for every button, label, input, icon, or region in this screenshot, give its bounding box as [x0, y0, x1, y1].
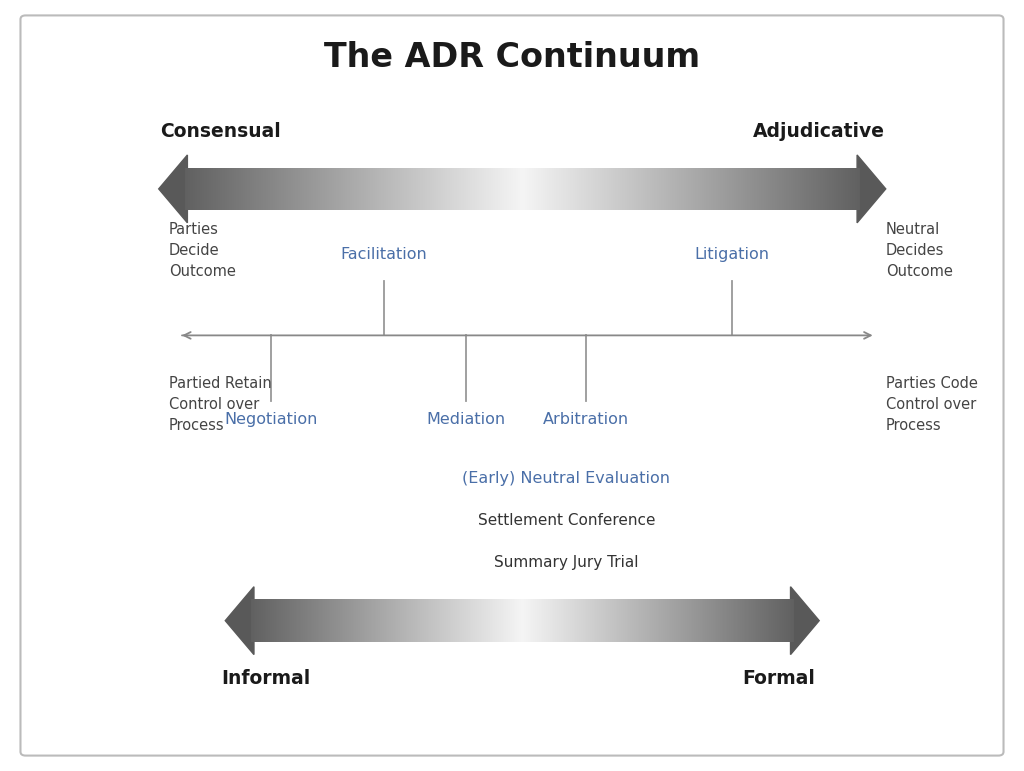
Polygon shape — [791, 587, 819, 655]
Polygon shape — [225, 587, 254, 655]
Text: Arbitration: Arbitration — [543, 412, 629, 427]
Text: Litigation: Litigation — [694, 247, 770, 262]
FancyBboxPatch shape — [20, 15, 1004, 756]
Text: Consensual: Consensual — [160, 122, 281, 140]
Text: Summary Jury Trial: Summary Jury Trial — [494, 555, 639, 571]
Text: Adjudicative: Adjudicative — [754, 122, 885, 140]
Text: Parties Code
Control over
Process: Parties Code Control over Process — [886, 376, 978, 433]
Text: Facilitation: Facilitation — [341, 247, 427, 262]
Text: Parties
Decide
Outcome: Parties Decide Outcome — [169, 222, 236, 279]
Text: Mediation: Mediation — [426, 412, 506, 427]
Text: Settlement Conference: Settlement Conference — [477, 513, 655, 528]
Text: Neutral
Decides
Outcome: Neutral Decides Outcome — [886, 222, 952, 279]
Text: Negotiation: Negotiation — [224, 412, 318, 427]
Text: Partied Retain
Control over
Process: Partied Retain Control over Process — [169, 376, 271, 433]
Text: Formal: Formal — [741, 669, 815, 688]
Text: (Early) Neutral Evaluation: (Early) Neutral Evaluation — [462, 470, 671, 486]
Polygon shape — [857, 155, 886, 223]
Polygon shape — [159, 155, 187, 223]
Text: Informal: Informal — [221, 669, 311, 688]
Text: The ADR Continuum: The ADR Continuum — [324, 42, 700, 74]
